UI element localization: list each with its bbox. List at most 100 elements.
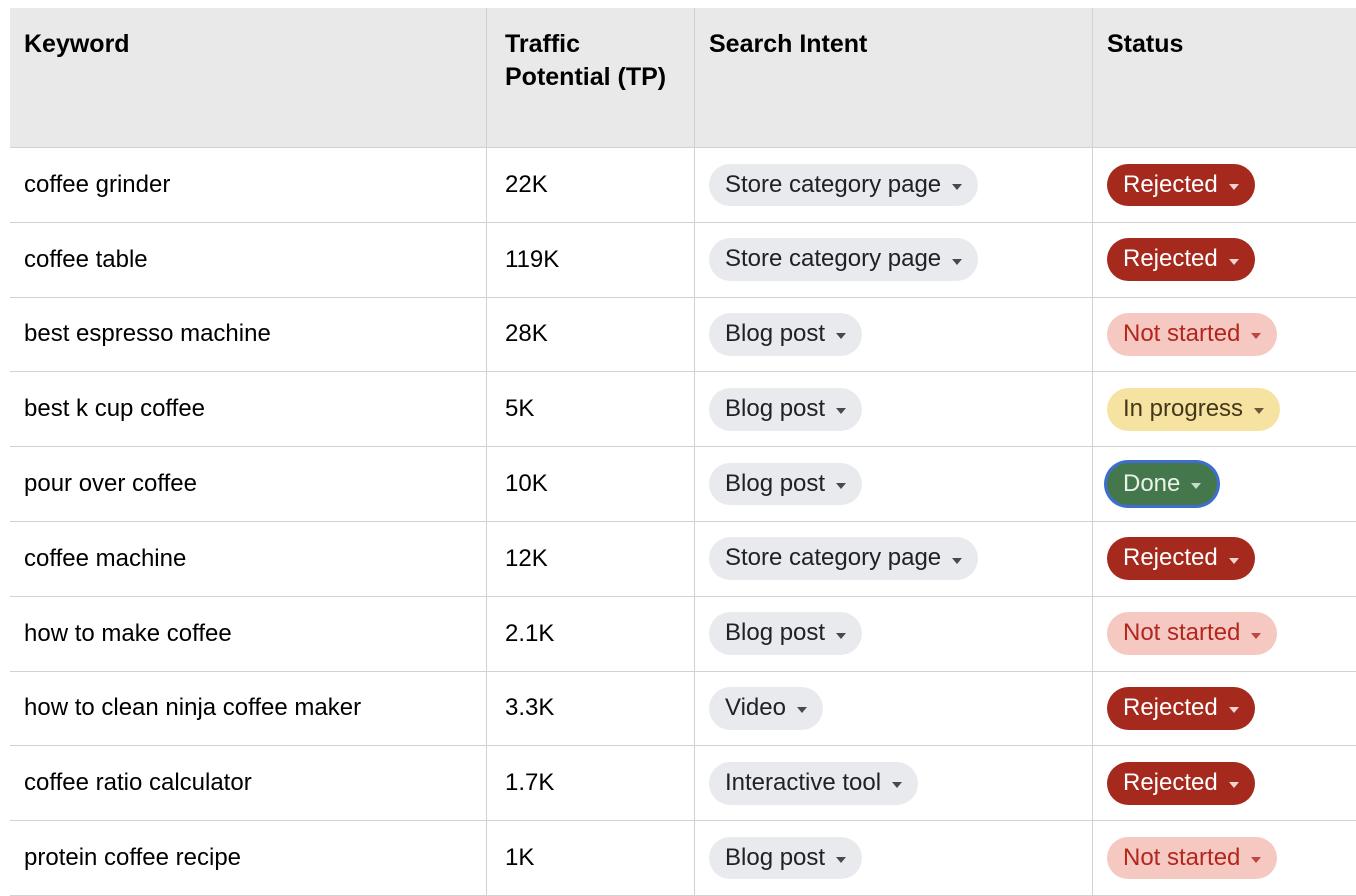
intent-label: Store category page [725, 245, 942, 273]
status-dropdown[interactable]: Rejected [1107, 238, 1255, 282]
status-cell: Done [1093, 447, 1356, 521]
status-dropdown[interactable]: Rejected [1107, 687, 1255, 730]
chevron-down-icon [836, 408, 847, 415]
chevron-down-icon [1228, 258, 1239, 265]
intent-label: Blog post [725, 394, 826, 422]
chevron-down-icon [1228, 782, 1239, 789]
status-cell: Rejected [1093, 746, 1356, 820]
status-dropdown[interactable]: Done [1107, 462, 1218, 506]
status-dropdown[interactable]: Not started [1107, 313, 1278, 356]
status-label: Rejected [1123, 768, 1218, 796]
intent-dropdown[interactable]: Blog post [709, 387, 863, 431]
keyword-text: coffee grinder [24, 170, 171, 198]
chevron-down-icon [952, 258, 963, 265]
keyword-text: coffee table [24, 245, 148, 273]
column-header-label: Keyword [24, 30, 130, 58]
keyword-text: how to clean ninja coffee maker [24, 694, 362, 722]
intent-dropdown[interactable]: Video [709, 687, 823, 730]
status-cell: In progress [1093, 372, 1356, 446]
chevron-down-icon [1191, 483, 1202, 490]
traffic-potential-cell: 28K [487, 297, 695, 372]
intent-dropdown[interactable]: Blog post [709, 612, 863, 656]
status-label: Rejected [1123, 544, 1218, 572]
status-dropdown[interactable]: Rejected [1107, 537, 1255, 581]
intent-dropdown[interactable]: Interactive tool [709, 761, 919, 805]
keyword-text: how to make coffee [24, 619, 232, 647]
status-cell: Rejected [1093, 148, 1356, 222]
chevron-down-icon [952, 183, 963, 190]
search-intent-cell: Store category page [695, 222, 1093, 297]
search-intent-cell: Video [695, 671, 1093, 746]
traffic-potential-value: 3.3K [505, 694, 555, 722]
table-row: best espresso machine 28K Blog post Not … [10, 297, 1356, 373]
table-row: coffee machine 12K Store category page R… [10, 521, 1356, 597]
table-row: pour over coffee 10K Blog post Done [10, 447, 1356, 522]
traffic-potential-value: 119K [505, 245, 560, 273]
column-header-keyword: Keyword [10, 8, 487, 147]
status-label: In progress [1123, 394, 1244, 422]
keyword-text: pour over coffee [24, 470, 198, 498]
intent-dropdown[interactable]: Blog post [709, 313, 863, 356]
keyword-cell: coffee machine [10, 521, 487, 596]
chevron-down-icon [1254, 408, 1265, 415]
table-header-row: Keyword Traffic Potential (TP) Search In… [10, 8, 1356, 148]
status-dropdown[interactable]: Not started [1107, 836, 1278, 880]
intent-label: Blog post [725, 843, 826, 871]
status-label: Not started [1123, 619, 1241, 647]
column-header-label: Traffic Potential (TP) [505, 30, 667, 91]
keyword-text: best k cup coffee [24, 395, 206, 423]
chevron-down-icon [1228, 183, 1239, 190]
intent-dropdown[interactable]: Store category page [709, 163, 979, 207]
keyword-cell: how to clean ninja coffee maker [10, 671, 487, 746]
traffic-potential-value: 5K [505, 395, 535, 423]
traffic-potential-cell: 1K [487, 821, 695, 895]
status-label: Rejected [1123, 245, 1218, 273]
chevron-down-icon [796, 707, 807, 714]
traffic-potential-cell: 5K [487, 372, 695, 447]
search-intent-cell: Store category page [695, 521, 1093, 596]
search-intent-cell: Blog post [695, 372, 1093, 447]
status-dropdown[interactable]: Rejected [1107, 761, 1255, 805]
intent-dropdown[interactable]: Store category page [709, 537, 979, 581]
intent-label: Blog post [725, 320, 826, 348]
traffic-potential-value: 2.1K [505, 619, 555, 647]
status-dropdown[interactable]: In progress [1107, 387, 1281, 431]
status-dropdown[interactable]: Not started [1107, 612, 1278, 656]
keyword-cell: coffee ratio calculator [10, 746, 487, 821]
column-header-traffic-potential: Traffic Potential (TP) [487, 8, 695, 147]
traffic-potential-cell: 22K [487, 148, 695, 222]
traffic-potential-cell: 1.7K [487, 746, 695, 821]
traffic-potential-cell: 10K [487, 447, 695, 521]
search-intent-cell: Blog post [695, 821, 1093, 895]
intent-dropdown[interactable]: Blog post [709, 836, 863, 880]
column-header-label: Status [1107, 30, 1184, 58]
traffic-potential-value: 1K [505, 844, 535, 872]
keyword-cell: how to make coffee [10, 596, 487, 671]
search-intent-cell: Store category page [695, 148, 1093, 222]
keyword-cell: best espresso machine [10, 297, 487, 372]
chevron-down-icon [1251, 333, 1262, 340]
table-row: how to make coffee 2.1K Blog post Not st… [10, 596, 1356, 672]
status-dropdown[interactable]: Rejected [1107, 163, 1255, 207]
traffic-potential-cell: 3.3K [487, 671, 695, 746]
search-intent-cell: Blog post [695, 596, 1093, 671]
search-intent-cell: Blog post [695, 297, 1093, 372]
table-row: coffee grinder 22K Store category page R… [10, 148, 1356, 223]
column-header-label: Search Intent [709, 30, 868, 58]
chevron-down-icon [1251, 857, 1262, 864]
intent-dropdown[interactable]: Store category page [709, 238, 979, 282]
traffic-potential-value: 10K [505, 470, 548, 498]
table-row: coffee table 119K Store category page Re… [10, 222, 1356, 298]
chevron-down-icon [952, 557, 963, 564]
intent-dropdown[interactable]: Blog post [709, 462, 863, 506]
table-row: coffee ratio calculator 1.7K Interactive… [10, 746, 1356, 822]
traffic-potential-cell: 119K [487, 222, 695, 297]
table-row: protein coffee recipe 1K Blog post Not s… [10, 821, 1356, 896]
keyword-text: best espresso machine [24, 320, 271, 348]
status-label: Done [1123, 469, 1181, 497]
chevron-down-icon [836, 857, 847, 864]
status-cell: Not started [1093, 298, 1356, 372]
table-row: best k cup coffee 5K Blog post In progre… [10, 372, 1356, 448]
keyword-cell: best k cup coffee [10, 372, 487, 447]
